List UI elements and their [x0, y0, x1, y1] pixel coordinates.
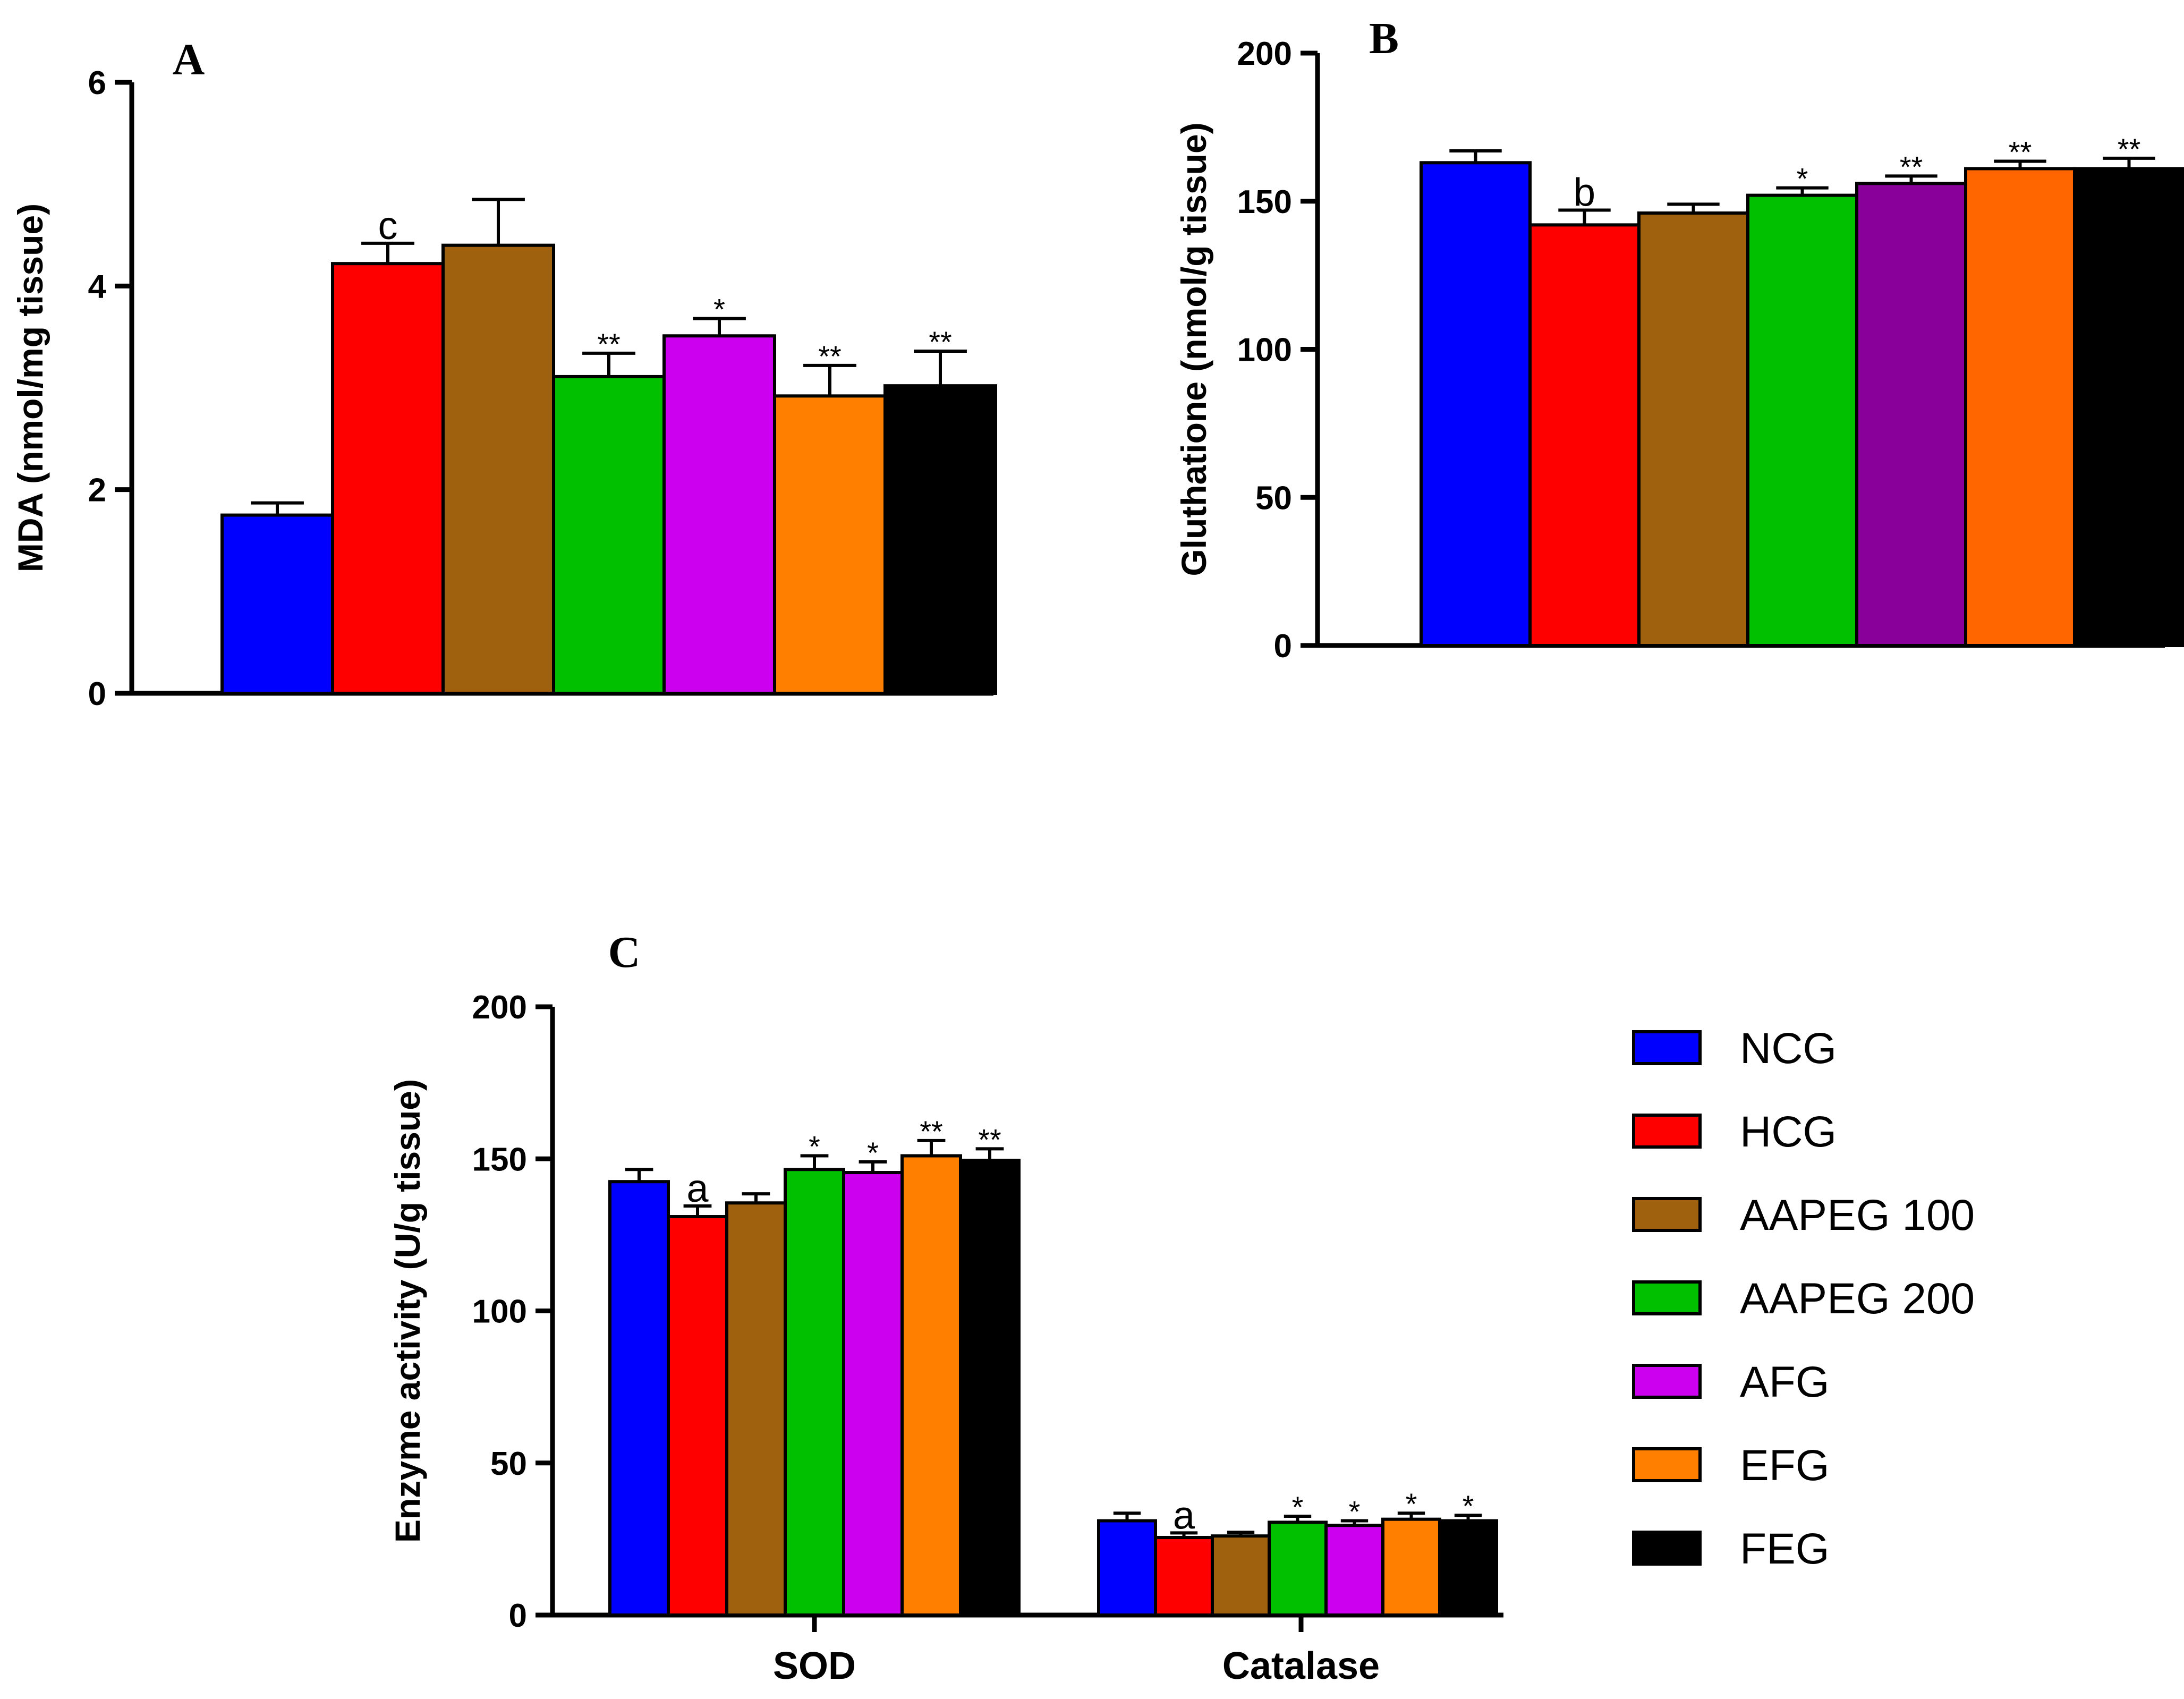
annotation-C-sod-feg: ** — [978, 1123, 1001, 1156]
panel-B-y-tick-label: 150 — [1237, 184, 1292, 220]
bar-B-afg — [1855, 182, 1967, 647]
annotation-C-sod-efg: ** — [920, 1115, 943, 1148]
panel-B-y-title: Gluthatione (nmol/g tissue) — [1174, 122, 1213, 576]
bar-C-catalase-hcg — [1154, 1536, 1214, 1617]
bar-C-sod-aapeg-100 — [725, 1201, 787, 1617]
bar-B-efg — [1964, 167, 2076, 647]
bar-B-aapeg-100 — [1637, 211, 1749, 647]
panel-B-y-tick-label: 200 — [1237, 36, 1292, 72]
panel-A-y-title: MDA (nmol/mg tissue) — [11, 203, 50, 572]
legend-swatch-feg — [1632, 1531, 1702, 1566]
annotation-C-sod-hcg: a — [686, 1166, 709, 1210]
bar-C-sod-aapeg-200 — [784, 1168, 845, 1617]
bar-C-sod-ncg — [608, 1180, 670, 1617]
panel-C-label: C — [608, 928, 641, 977]
bar-A-efg — [773, 394, 887, 695]
bar-C-catalase-aapeg-200 — [1268, 1520, 1328, 1617]
annotation-A-efg: ** — [818, 339, 842, 373]
panel-C-y-title: Enzyme activity (U/g tissue) — [388, 1079, 427, 1543]
bar-C-sod-hcg — [667, 1215, 728, 1617]
bar-A-afg — [662, 334, 776, 695]
annotation-A-hcg: c — [378, 203, 398, 248]
legend-swatch-aapeg-200 — [1632, 1280, 1702, 1315]
annotation-A-aapeg-200: ** — [597, 327, 621, 361]
legend-swatch-hcg — [1632, 1114, 1702, 1149]
bar-A-aapeg-100 — [441, 243, 555, 695]
legend-swatch-aapeg-100 — [1632, 1197, 1702, 1232]
bar-B-hcg — [1528, 223, 1641, 648]
legend-label-afg: AFG — [1740, 1358, 1830, 1406]
legend-swatch-ncg — [1632, 1030, 1702, 1065]
bar-A-aapeg-200 — [552, 375, 666, 695]
annotation-C-catalase-hcg: a — [1173, 1493, 1195, 1537]
legend-label-hcg: HCG — [1740, 1108, 1837, 1156]
annotation-B-aapeg-200: * — [1797, 162, 1808, 196]
annotation-C-catalase-afg: * — [1349, 1495, 1361, 1528]
panel-A-y-tick-label: 0 — [88, 676, 106, 712]
bar-C-sod-efg — [900, 1154, 962, 1617]
annotation-A-afg: * — [713, 293, 725, 326]
bar-A-feg — [883, 384, 997, 695]
panel-C-y-tick-label: 200 — [472, 989, 527, 1026]
panel-B-label: B — [1369, 14, 1399, 63]
bar-C-catalase-afg — [1324, 1524, 1384, 1617]
bar-C-sod-feg — [959, 1159, 1021, 1617]
panel-C-y-tick-label: 100 — [472, 1294, 527, 1330]
annotation-C-catalase-feg: * — [1463, 1489, 1474, 1523]
panel-A-y-tick-label: 6 — [88, 65, 106, 101]
legend-label-feg: FEG — [1740, 1525, 1830, 1573]
annotation-C-catalase-aapeg-200: * — [1292, 1490, 1304, 1524]
bar-A-hcg — [331, 262, 445, 695]
legend-label-aapeg-100: AAPEG 100 — [1740, 1191, 1975, 1239]
legend-swatch-efg — [1632, 1447, 1702, 1482]
panel-C-y-tick-label: 50 — [490, 1446, 527, 1482]
annotation-C-sod-afg: * — [867, 1136, 879, 1169]
legend-label-aapeg-200: AAPEG 200 — [1740, 1275, 1975, 1323]
panel-C-y-tick-label: 150 — [472, 1141, 527, 1178]
bar-B-feg — [2073, 167, 2184, 647]
panel-A-label: A — [173, 35, 205, 84]
annotation-C-catalase-efg: * — [1406, 1487, 1417, 1520]
bar-C-catalase-feg — [1438, 1519, 1498, 1617]
panel-A-y-tick-label: 2 — [88, 472, 106, 509]
panel-B-y-tick-label: 50 — [1255, 480, 1292, 516]
annotation-B-feg: ** — [2118, 132, 2141, 166]
panel-C-x-tick-label-catalase: Catalase — [1222, 1645, 1380, 1687]
bar-C-catalase-aapeg-100 — [1211, 1534, 1271, 1617]
panel-B-y-tick-label: 0 — [1274, 628, 1292, 665]
bar-A-ncg — [220, 513, 334, 695]
bar-B-aapeg-200 — [1746, 193, 1858, 648]
annotation-A-feg: ** — [929, 325, 952, 359]
annotation-B-afg: ** — [1900, 150, 1923, 183]
legend: NCG HCG AAPEG 100 AAPEG 200 AFG EFG FEG — [1632, 1024, 1975, 1573]
panel-B-bars: b * ** ** ** — [1420, 132, 2184, 648]
panel-A-y-tick-label: 4 — [88, 268, 107, 305]
panel-B-y-tick-label: 100 — [1237, 332, 1292, 369]
legend-label-ncg: NCG — [1740, 1024, 1837, 1073]
panel-C-y-tick-label: 0 — [509, 1598, 527, 1634]
panel-C-x-tick-label-sod: SOD — [773, 1645, 856, 1687]
annotation-B-hcg: b — [1574, 170, 1595, 214]
legend-label-efg: EFG — [1740, 1441, 1830, 1490]
annotation-B-efg: ** — [2009, 135, 2032, 168]
bar-B-ncg — [1420, 161, 1532, 647]
bar-C-sod-afg — [842, 1171, 904, 1617]
legend-swatch-afg — [1632, 1364, 1702, 1399]
panel-A-bars: c***** ** — [220, 198, 997, 695]
annotation-C-sod-aapeg-200: * — [809, 1130, 820, 1163]
bar-C-catalase-efg — [1381, 1517, 1441, 1617]
bar-C-catalase-ncg — [1097, 1519, 1157, 1617]
